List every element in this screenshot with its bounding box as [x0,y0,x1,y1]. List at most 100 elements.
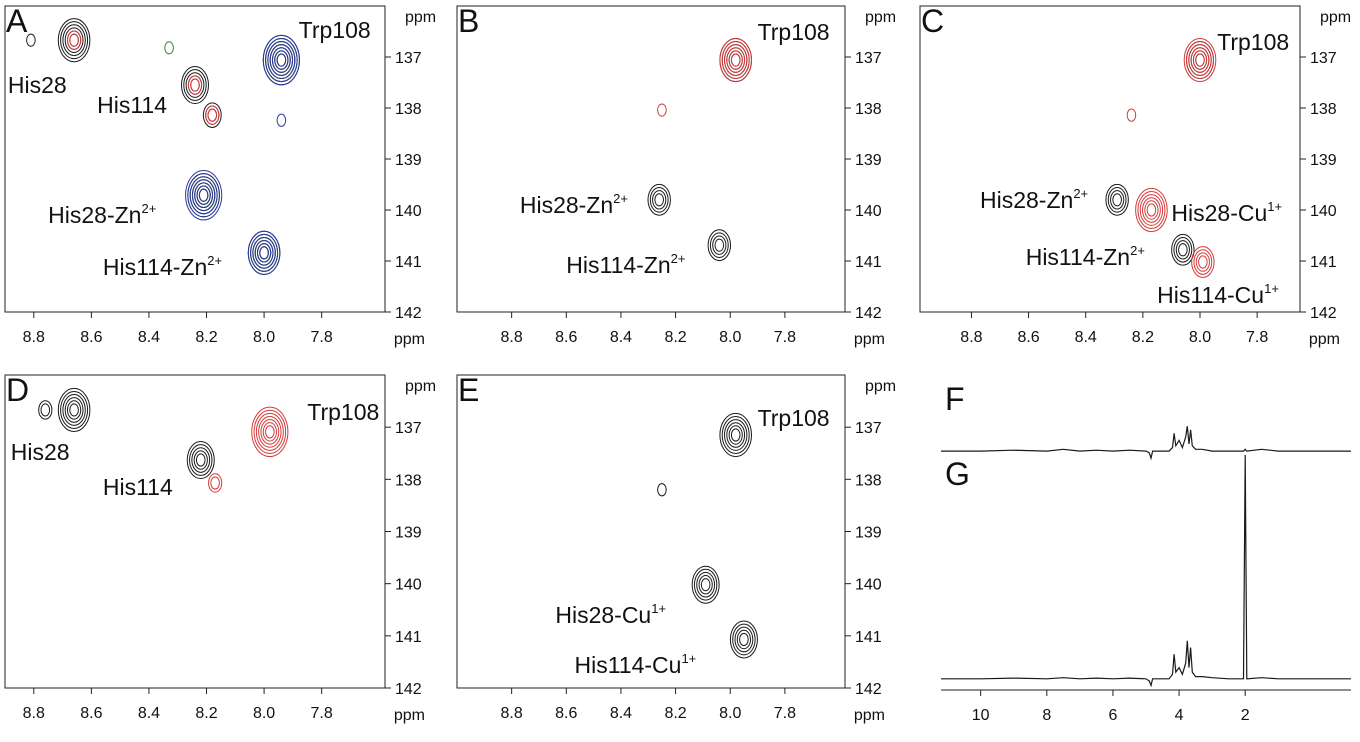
peak-label-charge: 2+ [141,201,156,216]
contour-ring [648,184,670,215]
contour-ring [708,230,730,261]
contour-peak [165,42,174,54]
contour-peak [58,19,90,62]
contour-ring [268,42,295,79]
contour-peak [1127,109,1136,121]
contour-ring [253,237,275,268]
y-tick-label: 140 [855,203,882,220]
contour-ring [191,79,200,91]
peak-label: His28 [8,72,67,98]
contour-ring [1196,54,1205,66]
peak-label-text: His28-Zn [980,187,1073,213]
peak-label-text: Trp108 [299,17,371,43]
peak-label-charge: 1+ [681,651,696,666]
contour-peak [67,31,80,49]
peak-label: His114-Zn2+ [103,253,222,280]
peak-label: His114-Zn2+ [1026,243,1145,270]
y-tick-label: 139 [1310,152,1337,169]
contour-ring [182,67,209,104]
y-tick-label: 139 [855,152,882,169]
peak-label: His28-Zn2+ [520,191,628,218]
contour-ring [731,54,740,66]
x-tick-label: 6 [1108,707,1117,724]
x-axis-label: ppm [1309,331,1340,348]
contour-ring [208,109,217,121]
contour-peak [182,67,209,104]
x-tick-label: 8.2 [664,705,686,722]
x-tick-label: 8.4 [610,705,632,722]
x-tick-label: 8.2 [195,705,217,722]
peak-label-charge: 1+ [1264,281,1279,296]
panel-label: G [945,456,970,492]
y-tick-label: 138 [395,101,422,118]
peak-label: His114-Zn2+ [566,251,685,278]
panel-label: E [458,372,479,408]
contour-ring [251,234,278,271]
contour-ring [694,569,716,600]
peak-label: His28-Zn2+ [48,201,156,228]
x-tick-label: 8.6 [1017,329,1039,346]
panel-label: D [6,372,29,408]
x-tick-label: 8.8 [23,705,45,722]
contour-peak [186,171,222,220]
contour-ring [740,633,749,645]
contour-ring [63,395,85,426]
peak-label-text: His114-Cu [574,652,681,678]
contour-ring [1127,109,1136,121]
contour-ring [41,404,50,416]
peak-label: His114 [97,92,167,118]
y-tick-label: 140 [395,577,422,594]
x-tick-label: 10 [972,707,990,724]
x-tick-label: 8 [1042,707,1051,724]
contour-ring [199,189,208,201]
x-tick-label: 8.6 [80,329,102,346]
peak-label: Trp108 [299,17,371,43]
contour-peak [58,388,90,431]
x-tick-label: 8.8 [501,705,523,722]
contour-peak [248,231,280,274]
contour-ring [260,247,269,259]
x-tick-label: 8.0 [1189,329,1211,346]
contour-peak [187,442,214,479]
contour-ring [27,34,36,46]
x-tick-label: 7.8 [774,705,796,722]
contour-ring [70,404,79,416]
y-tick-label: 141 [395,254,422,271]
x-tick-label: 8.4 [1075,329,1097,346]
contour-ring [256,413,283,450]
x-tick-label: 8.0 [253,705,275,722]
x-tick-label: 8.8 [501,329,523,346]
x-tick-label: 7.8 [1246,329,1268,346]
contour-peak [27,34,36,46]
contour-ring [1199,256,1208,268]
contour-ring [270,45,292,76]
contour-peak [39,401,52,419]
peak-label-charge: 2+ [207,253,222,268]
peak-label-text: His114-Zn [1026,244,1130,270]
contour-ring [266,426,275,438]
x-tick-label: 8.8 [23,329,45,346]
peak-label-text: His28-Cu [1171,200,1267,226]
panel: F [941,381,1351,458]
peak-label-text: His114 [103,474,173,500]
y-tick-label: 140 [1310,203,1337,220]
contour-peak [252,407,288,456]
contour-ring [731,429,740,441]
y-tick-label: 138 [1310,101,1337,118]
peak-label-charge: 2+ [613,191,628,206]
y-tick-label: 142 [855,681,882,698]
x-tick-label: 8.4 [138,705,160,722]
x-tick-label: 8.6 [555,329,577,346]
peak-label-text: His28-Cu [555,602,651,628]
spectrum-line [941,426,1351,458]
x-tick-label: 4 [1175,707,1184,724]
peak-label: Trp108 [758,19,830,45]
y-tick-label: 139 [395,525,422,542]
contour-ring [259,416,281,447]
y-tick-label: 142 [395,305,422,322]
peak-label-charge: 2+ [1130,243,1145,258]
x-tick-label: 8.2 [1132,329,1154,346]
